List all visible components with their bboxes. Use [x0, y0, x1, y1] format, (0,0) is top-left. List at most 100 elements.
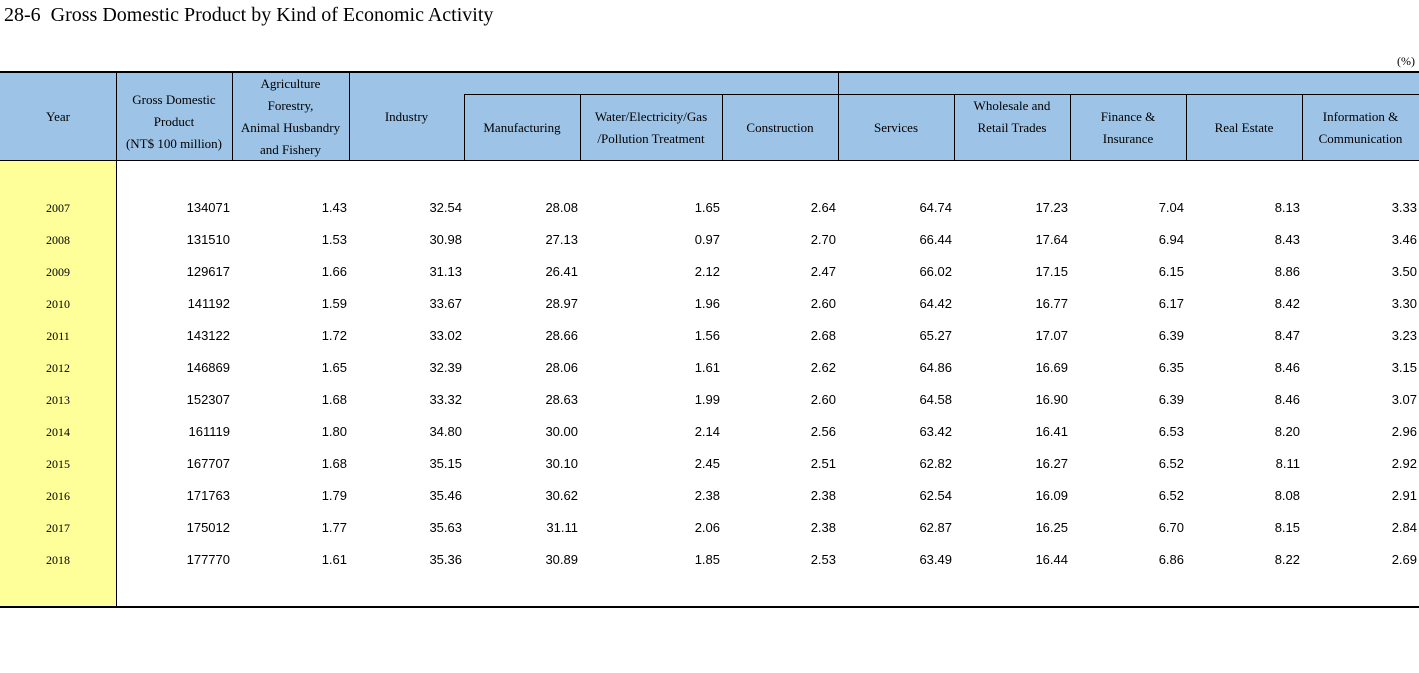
cell-gdp: 167707 [186, 456, 230, 471]
cell-water: 2.14 [694, 424, 720, 439]
cell-services: 62.87 [919, 520, 952, 535]
header-finance-line1: Finance & [1100, 108, 1156, 124]
cell-finance: 6.15 [1158, 264, 1184, 279]
cell-finance: 6.86 [1158, 552, 1184, 567]
table-row: 2011 143122 1.72 33.02 28.66 1.56 2.68 65.27 17.… [0, 320, 1419, 352]
cell-water: 2.38 [694, 488, 720, 503]
cell-construction: 2.60 [810, 296, 836, 311]
cell-information: 3.23 [1391, 328, 1417, 343]
cell-water: 2.12 [694, 264, 720, 279]
table-row: 2018 177770 1.61 35.36 30.89 1.85 2.53 63.49 16.… [0, 544, 1419, 576]
header-year-label: Year [46, 108, 70, 124]
header-divider [232, 73, 233, 160]
cell-realestate: 8.15 [1274, 520, 1300, 535]
cell-information: 2.91 [1391, 488, 1417, 503]
header-gdp-line3: (NT$ 100 million) [125, 135, 223, 151]
cell-agriculture: 1.68 [321, 392, 347, 407]
cell-manufacturing: 28.63 [545, 392, 578, 407]
cell-information: 3.46 [1391, 232, 1417, 247]
cell-construction: 2.56 [810, 424, 836, 439]
cell-manufacturing: 28.97 [545, 296, 578, 311]
header-manufacturing-label: Manufacturing [483, 119, 561, 135]
cell-agriculture: 1.77 [321, 520, 347, 535]
cell-manufacturing: 28.66 [545, 328, 578, 343]
cell-services: 66.02 [919, 264, 952, 279]
cell-realestate: 8.46 [1274, 392, 1300, 407]
cell-wholesale: 16.25 [1035, 520, 1068, 535]
header-divider [464, 95, 465, 160]
header-divider [1070, 95, 1071, 160]
header-divider [954, 95, 955, 160]
header-info-line2: Communication [1318, 130, 1403, 146]
header-year: Year [0, 73, 116, 160]
header-bottom-rule [0, 160, 1419, 161]
cell-wholesale: 17.64 [1035, 232, 1068, 247]
cell-services: 62.54 [919, 488, 952, 503]
header-wholesale: Wholesale and Retail Trades [954, 95, 1070, 138]
header-divider [349, 73, 350, 160]
cell-construction: 2.38 [810, 488, 836, 503]
cell-year: 2009 [46, 265, 70, 279]
cell-wholesale: 17.23 [1035, 200, 1068, 215]
header-realestate: Real Estate [1186, 95, 1302, 160]
cell-finance: 6.35 [1158, 360, 1184, 375]
cell-wholesale: 16.09 [1035, 488, 1068, 503]
bottom-rule [0, 606, 1419, 608]
cell-wholesale: 16.27 [1035, 456, 1068, 471]
cell-agriculture: 1.68 [321, 456, 347, 471]
header-gdp: Gross Domestic Product (NT$ 100 million) [116, 73, 232, 160]
header-services: Services [838, 95, 954, 160]
cell-finance: 6.39 [1158, 392, 1184, 407]
cell-manufacturing: 31.11 [546, 520, 578, 535]
header-water-line2: /Pollution Treatment [597, 130, 705, 146]
cell-manufacturing: 30.10 [545, 456, 578, 471]
cell-industry: 31.13 [429, 264, 462, 279]
cell-agriculture: 1.59 [321, 296, 347, 311]
cell-realestate: 8.11 [1275, 456, 1300, 471]
cell-gdp: 161119 [188, 424, 230, 439]
cell-finance: 6.17 [1158, 296, 1184, 311]
cell-water: 1.61 [694, 360, 720, 375]
table-header [0, 73, 1419, 160]
cell-realestate: 8.46 [1274, 360, 1300, 375]
cell-services: 62.82 [919, 456, 952, 471]
cell-industry: 35.15 [429, 456, 462, 471]
cell-services: 64.74 [919, 200, 952, 215]
header-gdp-line2: Product [153, 113, 195, 129]
cell-services: 64.42 [919, 296, 952, 311]
cell-construction: 2.60 [810, 392, 836, 407]
header-gdp-line1: Gross Domestic [132, 91, 216, 107]
cell-information: 3.07 [1391, 392, 1417, 407]
cell-agriculture: 1.43 [321, 200, 347, 215]
cell-information: 2.84 [1391, 520, 1417, 535]
cell-manufacturing: 28.08 [545, 200, 578, 215]
cell-realestate: 8.20 [1274, 424, 1300, 439]
table-row: 2009 129617 1.66 31.13 26.41 2.12 2.47 66.02 17.… [0, 256, 1419, 288]
cell-finance: 6.94 [1158, 232, 1184, 247]
cell-construction: 2.51 [810, 456, 836, 471]
cell-manufacturing: 28.06 [545, 360, 578, 375]
table-row: 2017 175012 1.77 35.63 31.11 2.06 2.38 62.87 16.… [0, 512, 1419, 544]
cell-wholesale: 16.77 [1035, 296, 1068, 311]
cell-industry: 34.80 [429, 424, 462, 439]
cell-industry: 33.67 [429, 296, 462, 311]
cell-gdp: 131510 [186, 232, 230, 247]
cell-construction: 2.62 [810, 360, 836, 375]
table-row: 2012 146869 1.65 32.39 28.06 1.61 2.62 64.86 16.… [0, 352, 1419, 384]
cell-year: 2017 [46, 521, 70, 535]
header-agriculture: Agriculture Forestry, Animal Husbandry a… [232, 73, 349, 160]
cell-realestate: 8.22 [1274, 552, 1300, 567]
header-divider [1186, 95, 1187, 160]
header-divider [838, 73, 839, 160]
header-services-label: Services [873, 119, 919, 135]
cell-manufacturing: 27.13 [545, 232, 578, 247]
cell-year: 2007 [46, 201, 70, 215]
header-finance: Finance & Insurance [1070, 95, 1186, 160]
header-water-line1: Water/Electricity/Gas [594, 108, 708, 124]
cell-water: 0.97 [694, 232, 720, 247]
cell-construction: 2.64 [810, 200, 836, 215]
year-column-divider [116, 161, 117, 607]
cell-year: 2012 [46, 361, 70, 375]
cell-construction: 2.68 [810, 328, 836, 343]
cell-wholesale: 16.90 [1035, 392, 1068, 407]
